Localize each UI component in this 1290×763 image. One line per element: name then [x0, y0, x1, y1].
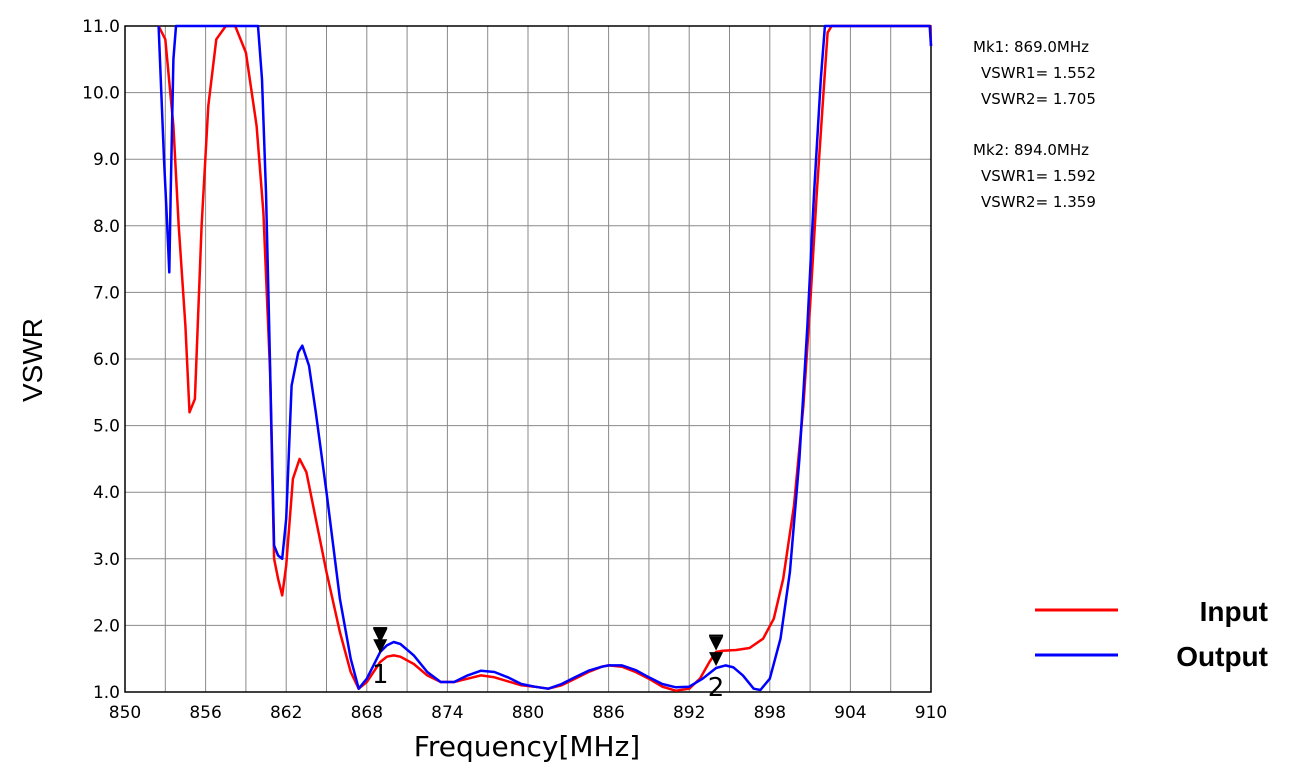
x-tick-label: 868: [351, 703, 383, 723]
y-tick-label: 4.0: [93, 483, 120, 503]
marker-2-label: 2: [708, 673, 725, 703]
x-tick-label: 898: [754, 703, 786, 723]
y-tick-label: 1.0: [93, 683, 120, 703]
y-tick-label: 7.0: [93, 283, 120, 303]
marker-2-triangle: [709, 636, 724, 651]
marker-1-triangle: [373, 639, 388, 654]
x-tick-label: 880: [512, 703, 544, 723]
x-tick-label: 892: [673, 703, 705, 723]
mk1-frequency: Mk1: 869.0MHz: [973, 38, 1089, 56]
legend-label-output: Output: [1176, 641, 1268, 672]
y-tick-label: 2.0: [93, 616, 120, 636]
x-axis-label: Frequency[MHz]: [414, 730, 640, 763]
x-tick-label: 874: [431, 703, 463, 723]
y-tick-label: 10.0: [82, 84, 120, 104]
y-tick-label: 8.0: [93, 217, 120, 237]
x-tick-label: 910: [915, 703, 947, 723]
x-tick-label: 904: [834, 703, 866, 723]
x-tick-label: 862: [270, 703, 302, 723]
mk2-vswr2: VSWR2= 1.359: [981, 193, 1096, 211]
marker-1-label: 1: [372, 660, 389, 690]
y-tick-label: 6.0: [93, 350, 120, 370]
x-tick-labels: 850 856 862 868 874 880 886 892 898 904 910: [109, 703, 947, 723]
mk1-vswr2: VSWR2= 1.705: [981, 90, 1096, 108]
y-tick-label: 11.0: [82, 17, 120, 37]
mk2-vswr1: VSWR1= 1.592: [981, 167, 1096, 185]
y-tick-labels: 1.0 2.0 3.0 4.0 5.0 6.0 7.0 8.0 9.0 10.0 11.0: [82, 17, 120, 703]
legend: Input Output: [1035, 596, 1268, 672]
series-line-output: [157, 24, 933, 692]
mk2-frequency: Mk2: 894.0MHz: [973, 141, 1089, 159]
y-tick-label: 3.0: [93, 550, 120, 570]
legend-label-input: Input: [1200, 596, 1268, 627]
y-axis-label: VSWR: [17, 318, 48, 402]
x-tick-label: 856: [189, 703, 221, 723]
y-tick-label: 5.0: [93, 417, 120, 437]
grid: [124, 25, 932, 693]
marker-readout: Mk1: 869.0MHz VSWR1= 1.552 VSWR2= 1.705 …: [973, 38, 1096, 211]
series-lines: [157, 24, 933, 692]
x-tick-label: 886: [592, 703, 624, 723]
plot-frame: [124, 25, 932, 693]
marker-2-triangle: [709, 652, 724, 667]
marker-1-triangle: [373, 629, 388, 644]
x-tick-label: 850: [109, 703, 141, 723]
y-tick-label: 9.0: [93, 150, 120, 170]
mk1-vswr1: VSWR1= 1.552: [981, 64, 1096, 82]
